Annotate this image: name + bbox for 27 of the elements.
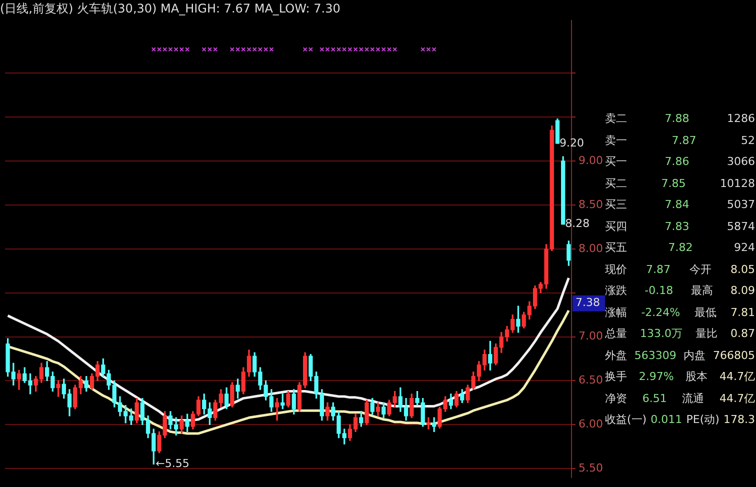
y-tick-label: 5.50 (578, 461, 604, 474)
text: 买二 7.85 10128 (605, 176, 755, 190)
text: 买一 7.86 3066 (605, 155, 755, 168)
y-tick-label: 6.50 (578, 374, 604, 387)
y-tick-label: 8.50 (578, 198, 604, 211)
text: 换手 2.97% 股本 44.7亿 (605, 369, 755, 385)
y-tick-label: 7.00 (578, 330, 604, 343)
text: 收益(一) 0.011 PE(动) 178.3 (605, 412, 755, 428)
text: 外盘 563309 内盘 766805 (605, 348, 755, 364)
text: 涨跌 -0.18 最高 8.09 (605, 284, 755, 297)
text: 现价 7.87 今开 8.05 (605, 262, 755, 276)
y-tick-label: 8.00 (578, 242, 604, 255)
text: 买三 7.84 5037 (605, 198, 755, 211)
text: 卖二 7.88 1286 (605, 112, 755, 125)
annotation: ←5.55 (156, 457, 190, 470)
text: 卖一 7.87 52 (605, 134, 755, 146)
candlestick (274, 398, 280, 421)
y-tick-label: 9.00 (578, 154, 604, 167)
text: 买五 7.82 924 (605, 241, 755, 254)
candlestick (426, 417, 431, 430)
text: 7.38 (576, 296, 600, 310)
chart-title: (日线,前复权) 火车轨(30,30) MA_HIGH: 7.67 MA_LOW: 7.30 (0, 1, 340, 16)
text: 净资 6.51 流通 44.7亿 (605, 392, 755, 404)
text: 总量 133.0万 量比 0.87 (605, 326, 755, 342)
y-tick-label: 6.00 (578, 418, 604, 431)
text: 涨幅 -2.24% 最低 7.81 (605, 306, 755, 318)
text: 买四 7.83 5874 (605, 220, 755, 232)
